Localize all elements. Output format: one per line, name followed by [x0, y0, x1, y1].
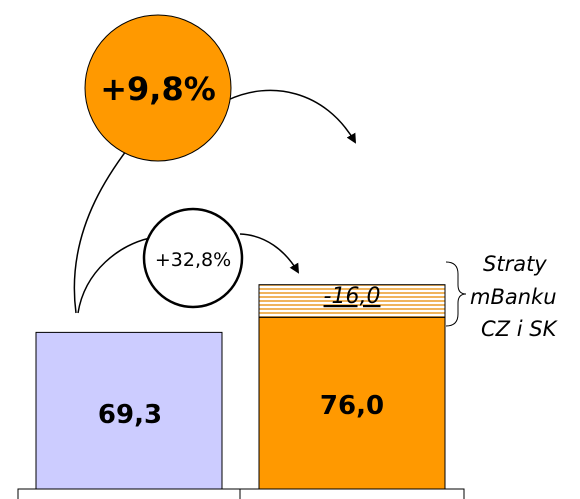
partial-growth-label: +32,8% — [155, 249, 231, 271]
annotation-line-1: Straty — [483, 252, 547, 276]
total-growth-arrow-out — [227, 89, 357, 144]
partial-growth-arrow-in — [77, 237, 151, 314]
loss-brace — [445, 261, 467, 327]
bar-label-2: 76,0 — [320, 391, 384, 421]
loss-annotation: Straty mBanku CZ i SK — [470, 252, 563, 341]
axis-frame — [17, 488, 465, 499]
annotation-line-3: CZ i SK — [481, 317, 559, 341]
total-growth-label: +9,8% — [100, 70, 216, 108]
bar-value-2 — [258, 316, 446, 490]
annotation-line-2: mBanku — [470, 285, 557, 309]
bar-loss-segment — [258, 284, 446, 318]
bar-value-1 — [35, 331, 223, 490]
partial-growth-arrow-out — [239, 233, 300, 274]
loss-label: -16,0 — [324, 284, 381, 309]
partial-growth-bubble — [142, 207, 244, 309]
total-growth-bubble — [84, 14, 232, 162]
bar-label-1: 69,3 — [98, 400, 162, 430]
